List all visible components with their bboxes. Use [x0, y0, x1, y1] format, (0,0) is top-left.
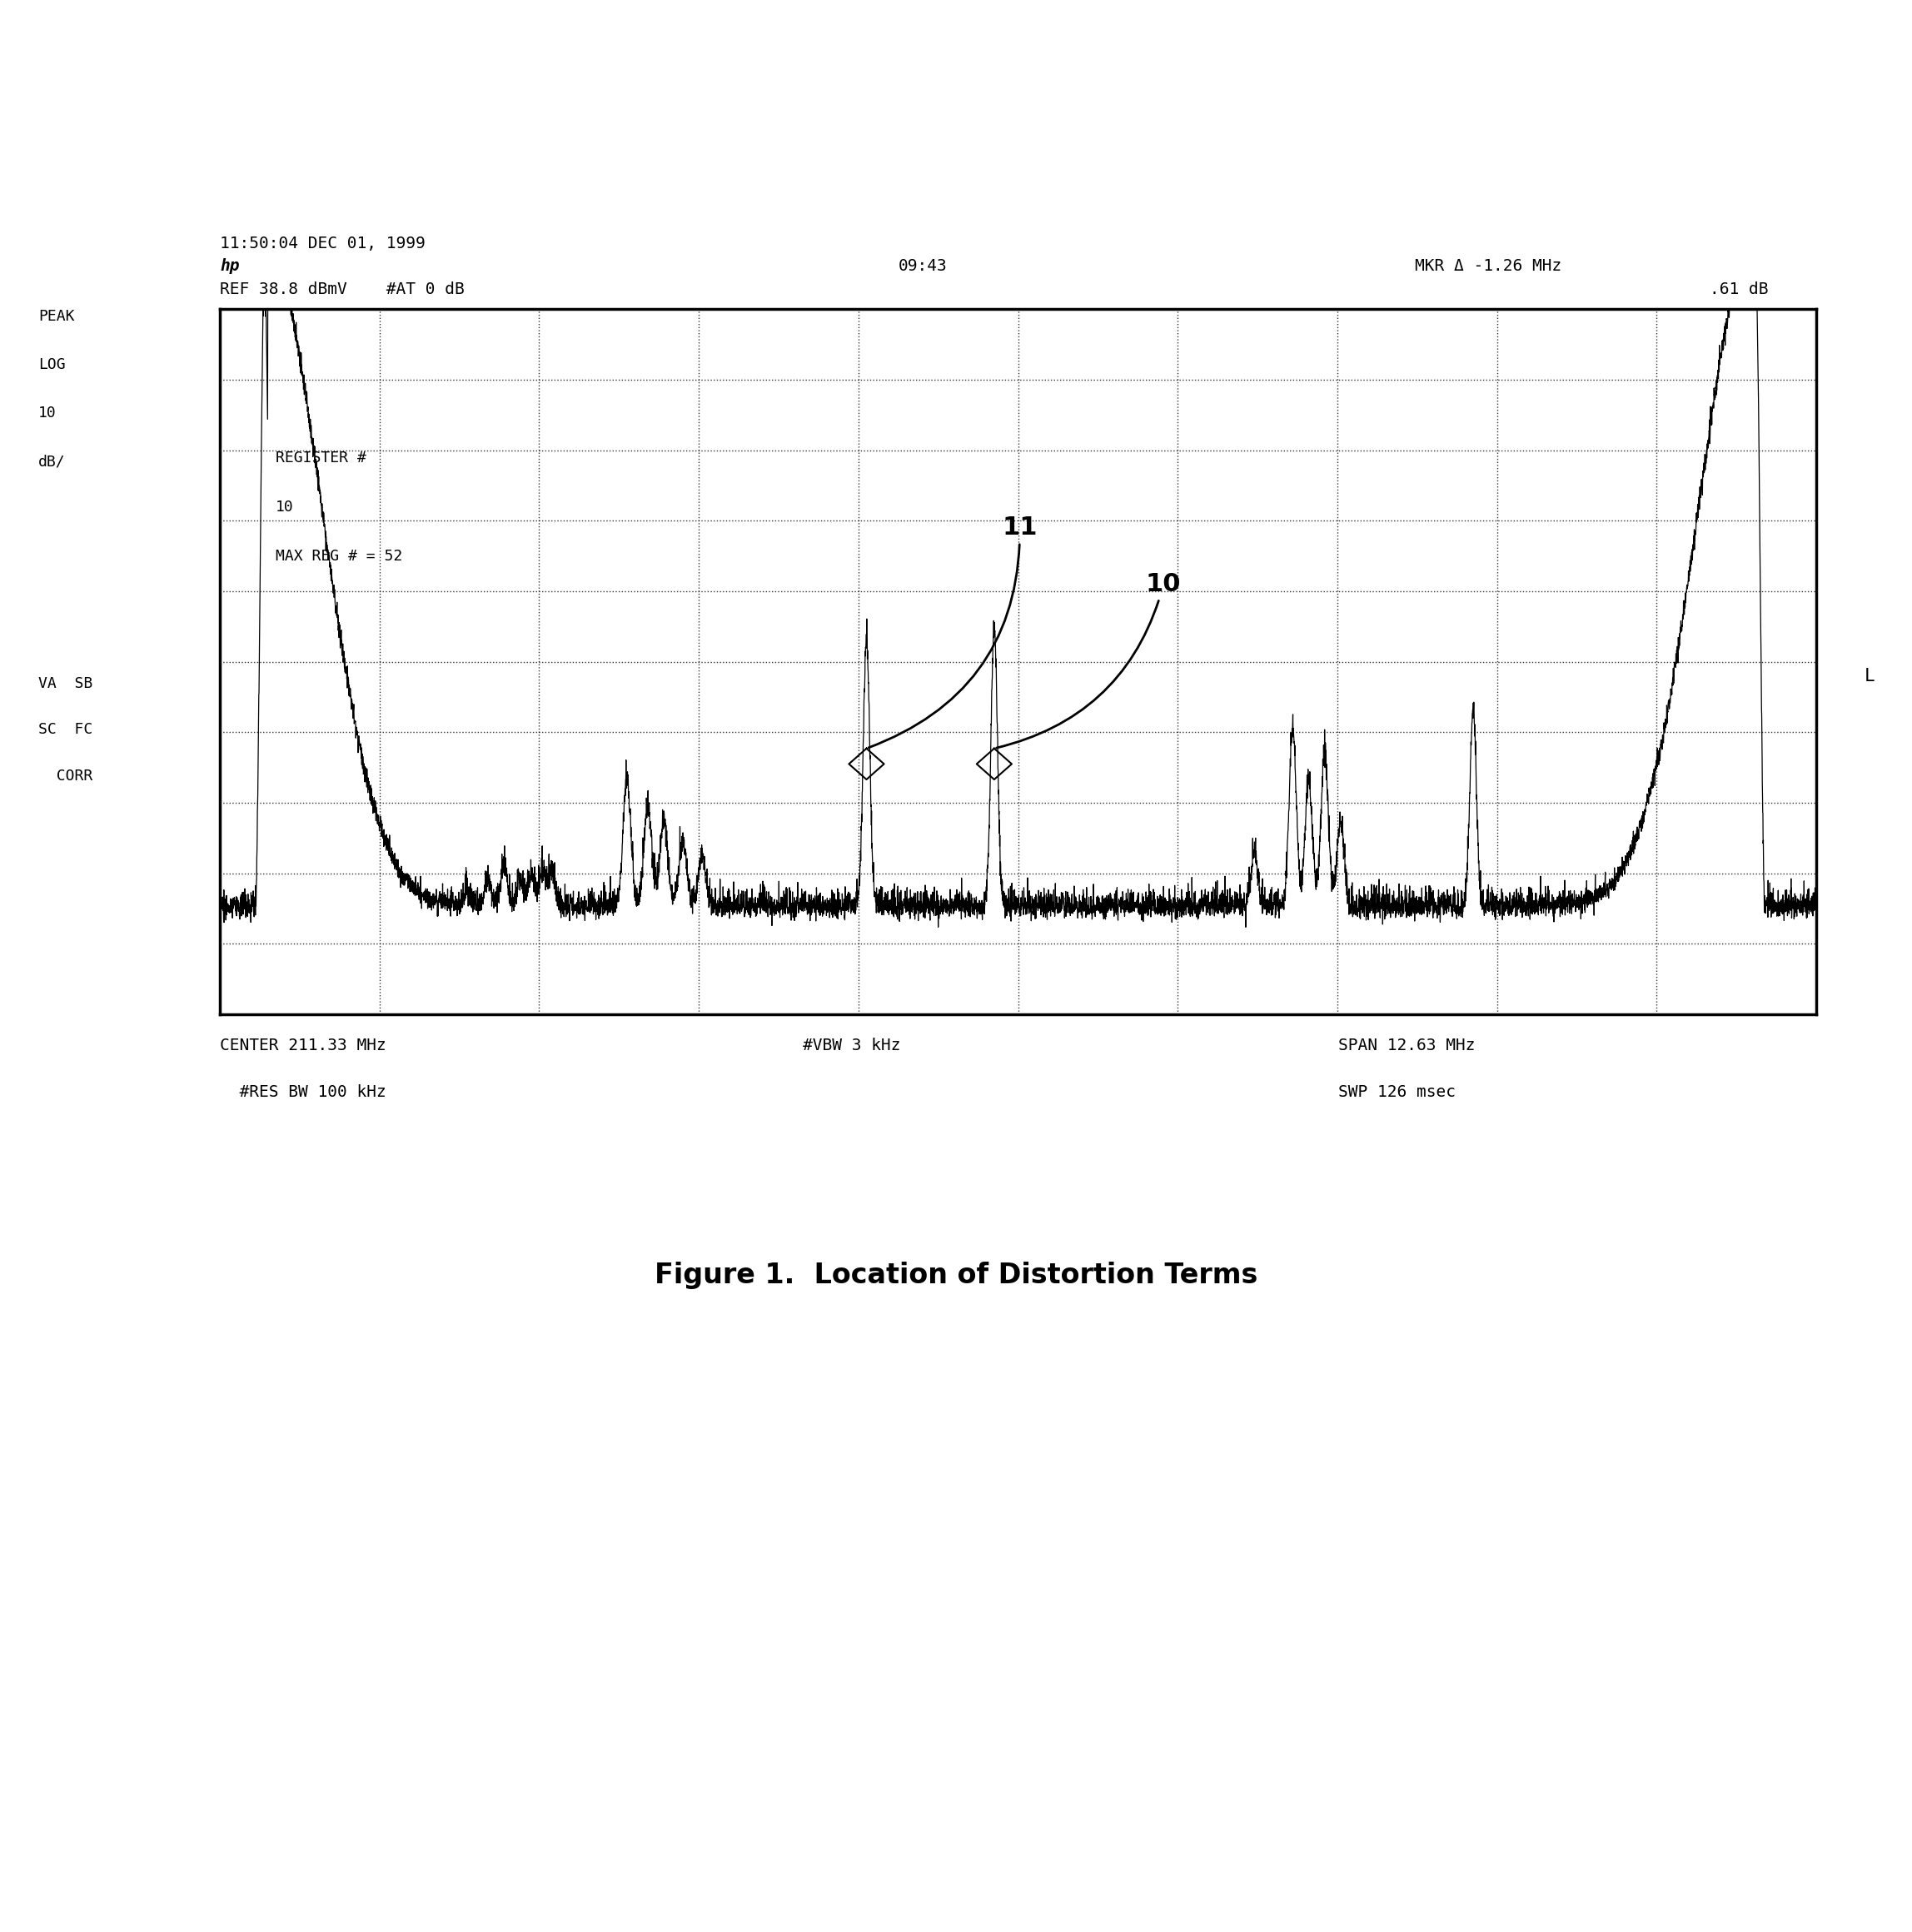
Text: L: L: [1864, 667, 1874, 684]
Text: REF 38.8 dBmV    #AT 0 dB: REF 38.8 dBmV #AT 0 dB: [220, 282, 465, 298]
Text: #RES BW 100 kHz: #RES BW 100 kHz: [220, 1084, 386, 1099]
Text: 11: 11: [868, 516, 1038, 748]
Text: SWP 126 msec: SWP 126 msec: [1338, 1084, 1455, 1099]
Text: #VBW 3 kHz: #VBW 3 kHz: [803, 1037, 901, 1053]
Text: 10: 10: [996, 572, 1182, 748]
Text: PEAK: PEAK: [38, 309, 75, 325]
Text: LOG: LOG: [38, 357, 65, 373]
Text: SPAN 12.63 MHz: SPAN 12.63 MHz: [1338, 1037, 1476, 1053]
Text: MAX REG # = 52: MAX REG # = 52: [275, 549, 403, 564]
Text: CENTER 211.33 MHz: CENTER 211.33 MHz: [220, 1037, 386, 1053]
Text: hp: hp: [220, 259, 239, 274]
Text: 10: 10: [38, 406, 55, 421]
Text: REGISTER #: REGISTER #: [275, 450, 367, 466]
Text: .61 dB: .61 dB: [1709, 282, 1769, 298]
Text: VA  SB: VA SB: [38, 676, 92, 692]
Text: dB/: dB/: [38, 454, 65, 469]
Text: 11:50:04 DEC 01, 1999: 11:50:04 DEC 01, 1999: [220, 236, 424, 251]
Text: MKR Δ -1.26 MHz: MKR Δ -1.26 MHz: [1415, 259, 1562, 274]
Text: Figure 1.  Location of Distortion Terms: Figure 1. Location of Distortion Terms: [654, 1262, 1258, 1289]
Text: CORR: CORR: [38, 769, 92, 784]
Text: SC  FC: SC FC: [38, 723, 92, 738]
Text: 10: 10: [275, 500, 294, 514]
Text: 09:43: 09:43: [899, 259, 948, 274]
